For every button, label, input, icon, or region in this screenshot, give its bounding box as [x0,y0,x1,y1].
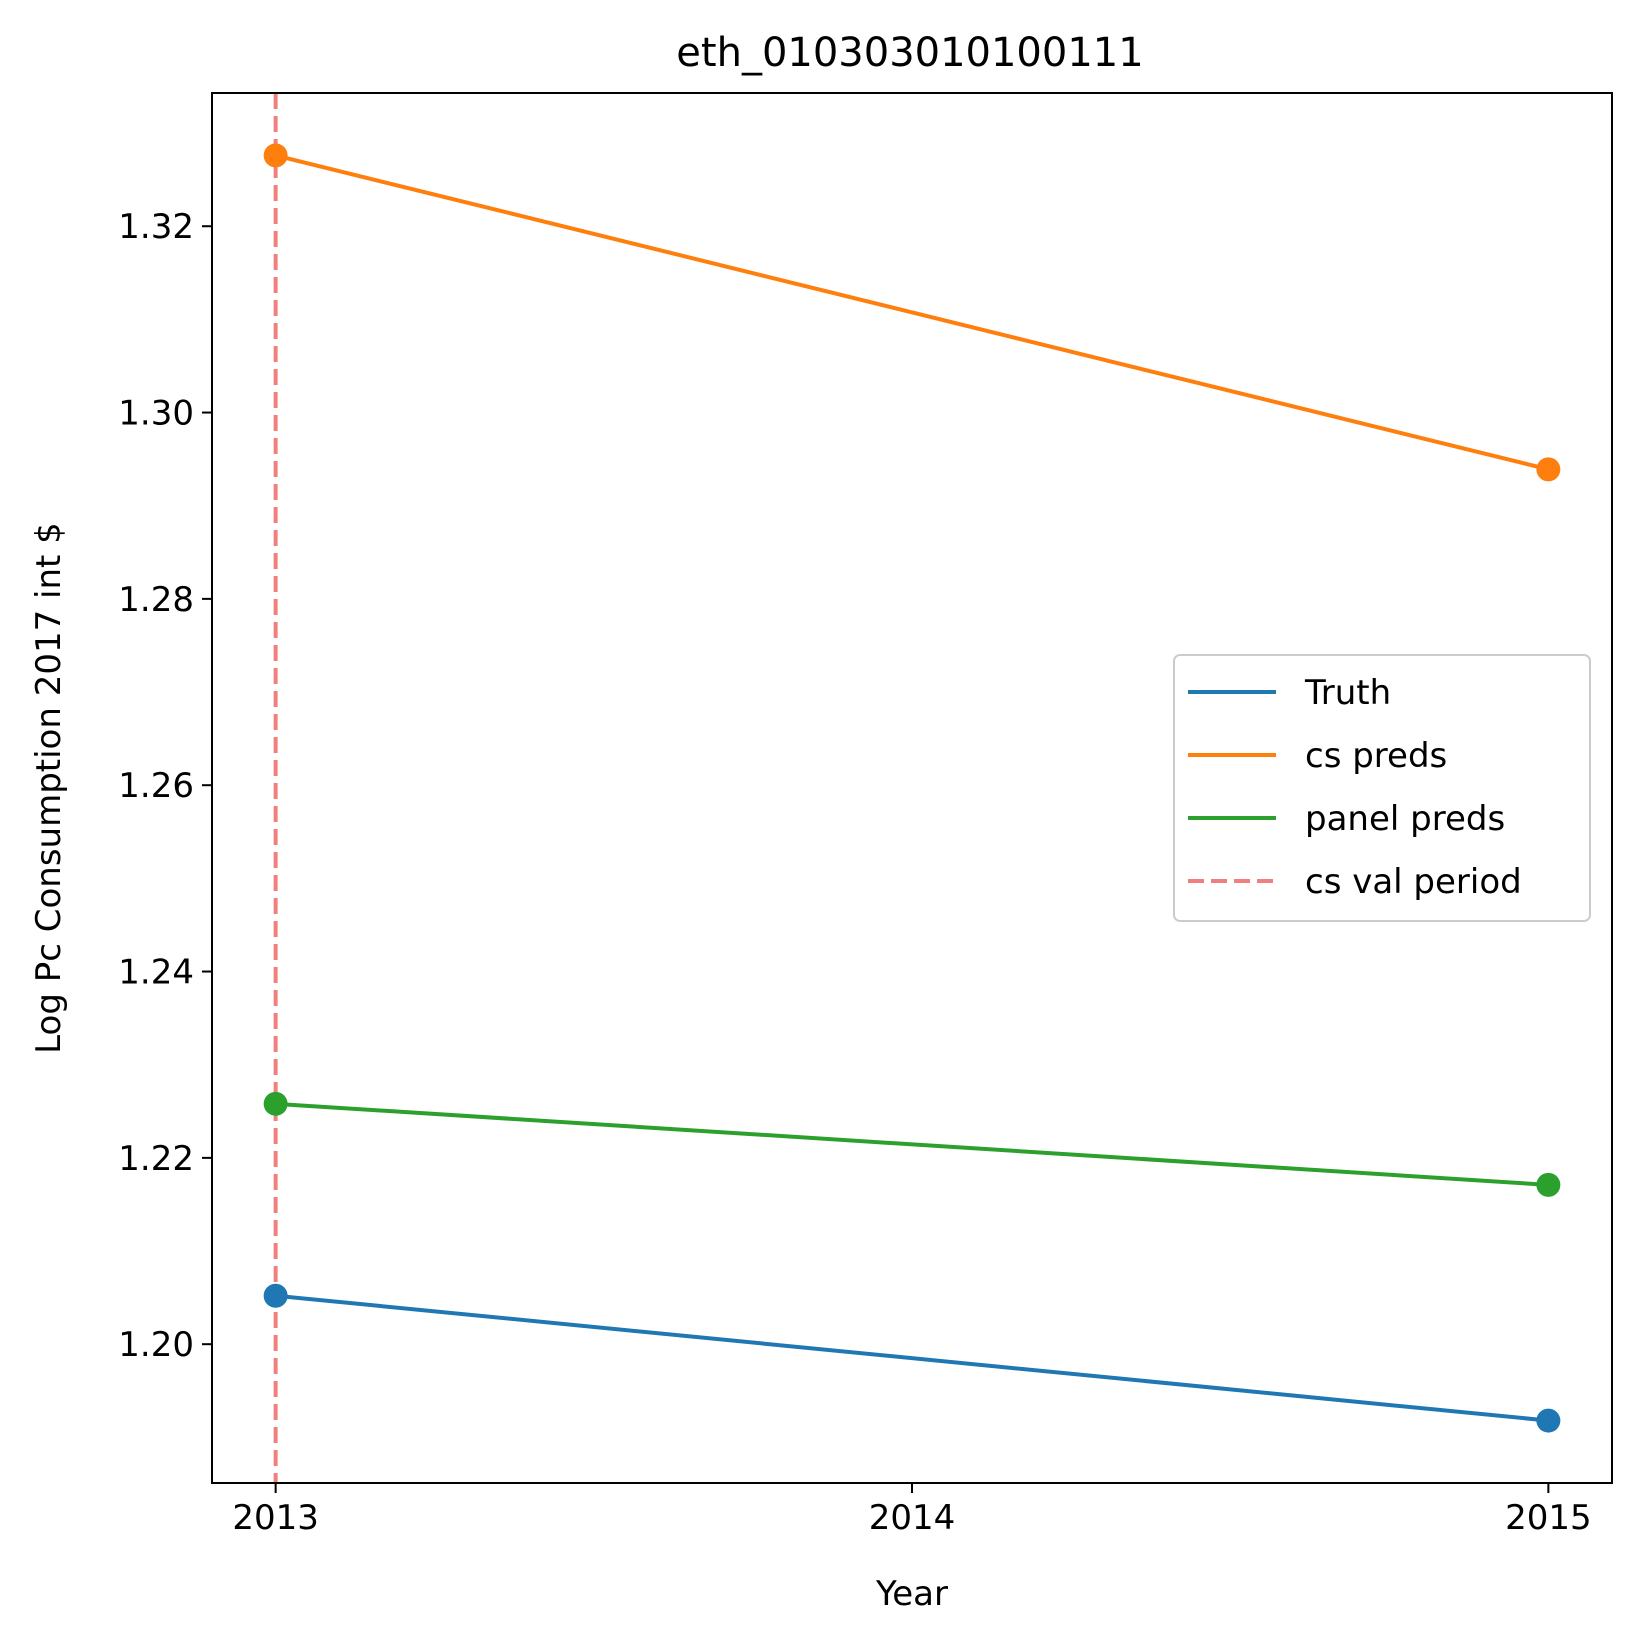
y-tick-label: 1.30 [118,394,194,434]
y-tick-label: 1.32 [118,207,194,247]
y-tick-label: 1.20 [118,1325,194,1365]
y-tick-label: 1.26 [118,766,194,806]
legend-label-truth: Truth [1304,673,1391,713]
y-axis-ticks: 1.20 1.22 1.24 1.26 1.28 1.30 1.32 [118,207,212,1365]
legend-label-panel-preds: panel preds [1305,799,1505,839]
y-tick-label: 1.28 [118,580,194,620]
x-axis-label: Year [875,1574,948,1614]
data-point-truth [1536,1408,1561,1433]
x-tick-label: 2015 [1505,1498,1592,1538]
data-point-cs-preds [1536,457,1561,482]
data-point-panel-preds [1536,1172,1561,1197]
x-tick-label: 2014 [869,1498,956,1538]
y-tick-label: 1.24 [118,953,194,993]
plot-content [263,93,1561,1483]
legend: Truth cs preds panel preds cs val period [1173,654,1591,922]
legend-label-cs-preds: cs preds [1305,736,1447,776]
series-line-cs-preds [275,153,1549,472]
chart-title: eth_010303010100111 [676,30,1143,76]
legend-box [1173,654,1591,922]
series-line-panel-preds [275,1101,1549,1187]
x-axis-ticks: 2013 2014 2015 [232,1483,1592,1538]
legend-label-cs-val-period: cs val period [1305,862,1522,902]
data-point-cs-preds [263,143,288,168]
y-axis-label: Log Pc Consumption 2017 int $ [29,522,69,1054]
data-point-truth [263,1283,288,1308]
y-tick-label: 1.22 [118,1139,194,1179]
data-point-panel-preds [263,1091,288,1116]
series-line-truth [275,1293,1549,1423]
x-tick-label: 2013 [232,1498,319,1538]
